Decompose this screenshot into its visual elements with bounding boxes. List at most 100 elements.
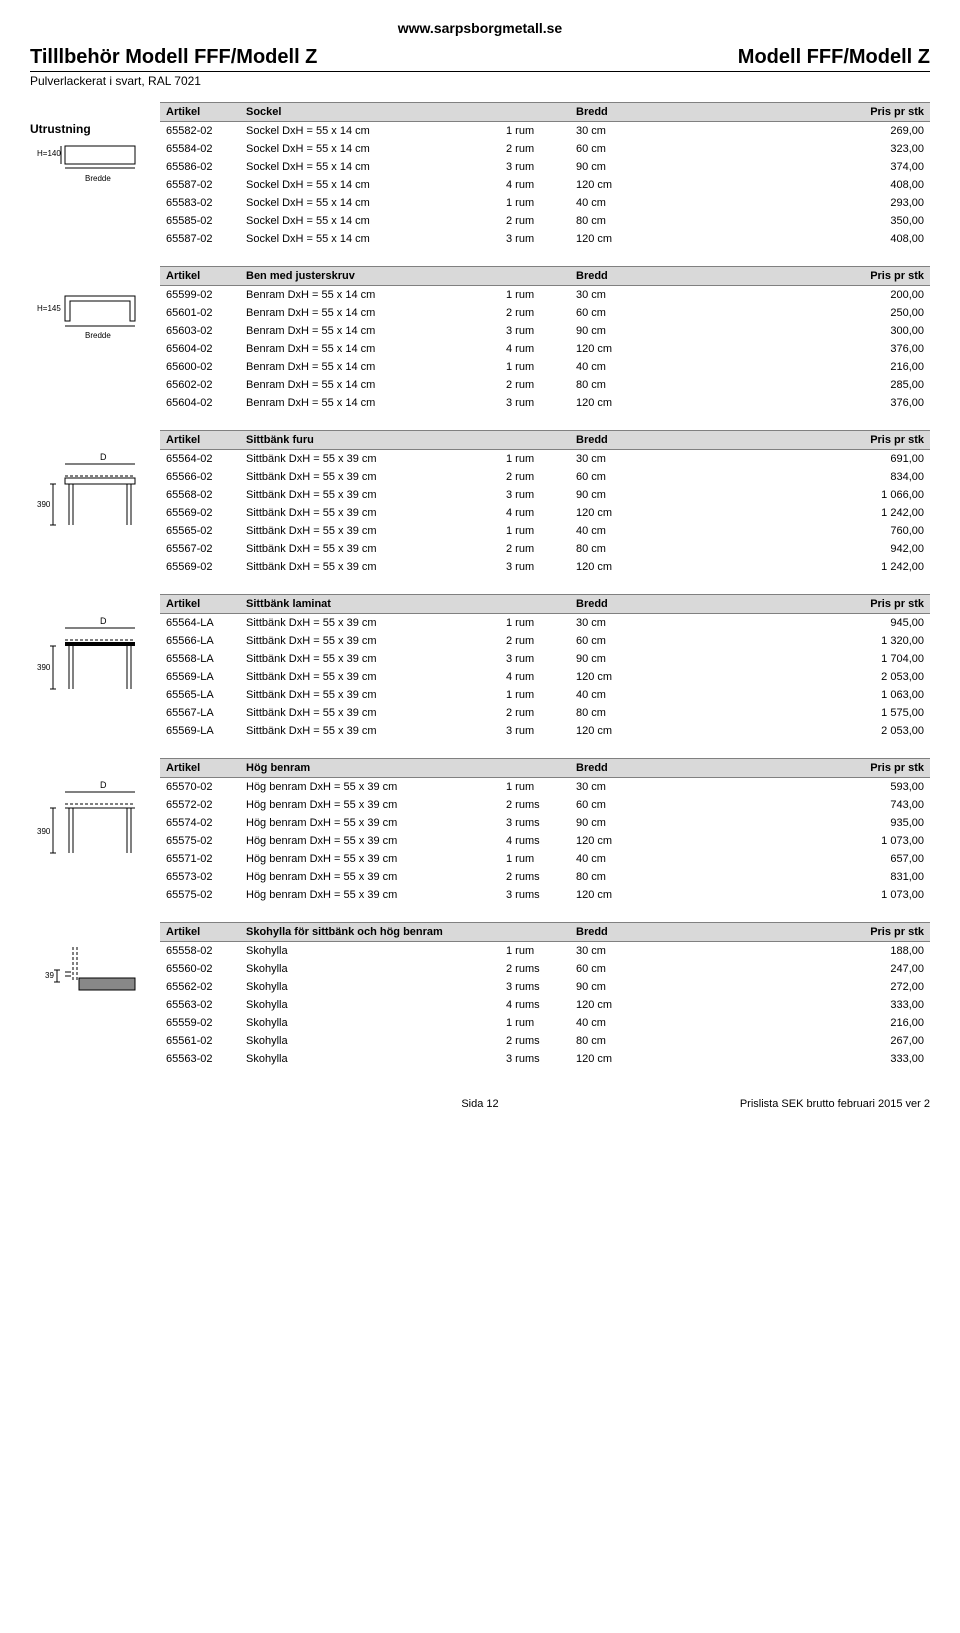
svg-text:H=140: H=140 (37, 149, 61, 158)
cell: 4 rums (500, 996, 570, 1014)
cell: 90 cm (570, 650, 660, 668)
table-row: 65600-02Benram DxH = 55 x 14 cm1 rum40 c… (160, 358, 930, 376)
table-row: 65559-02Skohylla1 rum40 cm216,00 (160, 1014, 930, 1032)
cell: 65569-02 (160, 558, 240, 576)
table-row: 65584-02Sockel DxH = 55 x 14 cm2 rum60 c… (160, 140, 930, 158)
table-row: 65602-02Benram DxH = 55 x 14 cm2 rum80 c… (160, 376, 930, 394)
cell: 2 053,00 (660, 722, 930, 740)
cell: 293,00 (660, 194, 930, 212)
cell: 1 066,00 (660, 486, 930, 504)
cell: 1 rum (500, 450, 570, 469)
table-row: 65566-02Sittbänk DxH = 55 x 39 cm2 rum60… (160, 468, 930, 486)
cell: 1 rum (500, 286, 570, 305)
cell: 942,00 (660, 540, 930, 558)
cell: Benram DxH = 55 x 14 cm (240, 376, 500, 394)
cell: 30 cm (570, 614, 660, 633)
cell: 90 cm (570, 322, 660, 340)
cell: Hög benram DxH = 55 x 39 cm (240, 868, 500, 886)
table-row: 65569-LASittbänk DxH = 55 x 39 cm4 rum12… (160, 668, 930, 686)
cell: 65569-LA (160, 722, 240, 740)
cell: 40 cm (570, 686, 660, 704)
table-row: 65586-02Sockel DxH = 55 x 14 cm3 rum90 c… (160, 158, 930, 176)
table-row: 65569-02Sittbänk DxH = 55 x 39 cm4 rum12… (160, 504, 930, 522)
cell: 120 cm (570, 394, 660, 412)
col-artikel: Artikel (160, 431, 240, 450)
cell: 40 cm (570, 194, 660, 212)
cell: 120 cm (570, 668, 660, 686)
cell: Skohylla (240, 996, 500, 1014)
col-bredd: Bredd (570, 595, 660, 614)
cell: 60 cm (570, 632, 660, 650)
svg-text:D: D (100, 780, 107, 790)
table-row: 65601-02Benram DxH = 55 x 14 cm2 rum60 c… (160, 304, 930, 322)
cell: 250,00 (660, 304, 930, 322)
cell: 374,00 (660, 158, 930, 176)
table-row: 65572-02Hög benram DxH = 55 x 39 cm2 rum… (160, 796, 930, 814)
table-row: 65583-02Sockel DxH = 55 x 14 cm1 rum40 c… (160, 194, 930, 212)
cell: 269,00 (660, 122, 930, 141)
cell: 272,00 (660, 978, 930, 996)
cell: Benram DxH = 55 x 14 cm (240, 394, 500, 412)
cell: 120 cm (570, 230, 660, 248)
cell: 1 073,00 (660, 832, 930, 850)
utrustning-label: Utrustning (30, 122, 150, 136)
cell: 216,00 (660, 1014, 930, 1032)
table-row: 65566-LASittbänk DxH = 55 x 39 cm2 rum60… (160, 632, 930, 650)
table-row: 65599-02Benram DxH = 55 x 14 cm1 rum30 c… (160, 286, 930, 305)
section-sittbank-laminat: D 390 Artikel Sittbänk laminat Bredd Pri… (30, 594, 930, 740)
col-bredd: Bredd (570, 267, 660, 286)
cell: 1 rum (500, 686, 570, 704)
cell: 30 cm (570, 778, 660, 797)
cell: 3 rums (500, 814, 570, 832)
table-row: 65574-02Hög benram DxH = 55 x 39 cm3 rum… (160, 814, 930, 832)
svg-text:390: 390 (37, 827, 51, 836)
col-price: Pris pr stk (660, 759, 930, 778)
cell: 65564-LA (160, 614, 240, 633)
cell: 333,00 (660, 996, 930, 1014)
schematic-sittbank-furu: D 390 (30, 430, 160, 576)
cell: 65565-LA (160, 686, 240, 704)
subtitle: Pulverlackerat i svart, RAL 7021 (30, 74, 930, 88)
cell: 65575-02 (160, 832, 240, 850)
cell: Sockel DxH = 55 x 14 cm (240, 140, 500, 158)
cell: Benram DxH = 55 x 14 cm (240, 286, 500, 305)
table-row: 65587-02Sockel DxH = 55 x 14 cm4 rum120 … (160, 176, 930, 194)
cell: Sockel DxH = 55 x 14 cm (240, 122, 500, 141)
section-sittbank-furu: D 390 Artikel Sittbänk furu Bredd Pris p… (30, 430, 930, 576)
cell: Skohylla (240, 960, 500, 978)
table-sittbank-laminat: Artikel Sittbänk laminat Bredd Pris pr s… (160, 594, 930, 740)
cell: 40 cm (570, 522, 660, 540)
col-bredd: Bredd (570, 431, 660, 450)
cell: 60 cm (570, 140, 660, 158)
cell: 60 cm (570, 960, 660, 978)
cell: Benram DxH = 55 x 14 cm (240, 340, 500, 358)
col-rum-blank (500, 103, 570, 122)
cell: 945,00 (660, 614, 930, 633)
cell: Skohylla (240, 978, 500, 996)
cell: 65572-02 (160, 796, 240, 814)
col-price: Pris pr stk (660, 923, 930, 942)
cell: 90 cm (570, 158, 660, 176)
cell: 60 cm (570, 468, 660, 486)
skohylla-icon: 39 (35, 942, 145, 1012)
cell: 65587-02 (160, 230, 240, 248)
cell: 65571-02 (160, 850, 240, 868)
svg-text:D: D (100, 452, 107, 462)
cell: 3 rum (500, 650, 570, 668)
cell: 65587-02 (160, 176, 240, 194)
svg-text:D: D (100, 616, 107, 626)
schematic-hog: D 390 (30, 758, 160, 904)
cell: 3 rum (500, 230, 570, 248)
cell: Sockel DxH = 55 x 14 cm (240, 158, 500, 176)
cell: 65565-02 (160, 522, 240, 540)
cell: 2 rum (500, 140, 570, 158)
cell: 3 rum (500, 322, 570, 340)
cell: 267,00 (660, 1032, 930, 1050)
cell: 120 cm (570, 340, 660, 358)
cell: 65563-02 (160, 996, 240, 1014)
col-desc: Skohylla för sittbänk och hög benram (240, 923, 500, 942)
url-header: www.sarpsborgmetall.se (30, 20, 930, 36)
cell: 333,00 (660, 1050, 930, 1068)
hog-benram-icon: D 390 (35, 778, 145, 868)
cell: 831,00 (660, 868, 930, 886)
